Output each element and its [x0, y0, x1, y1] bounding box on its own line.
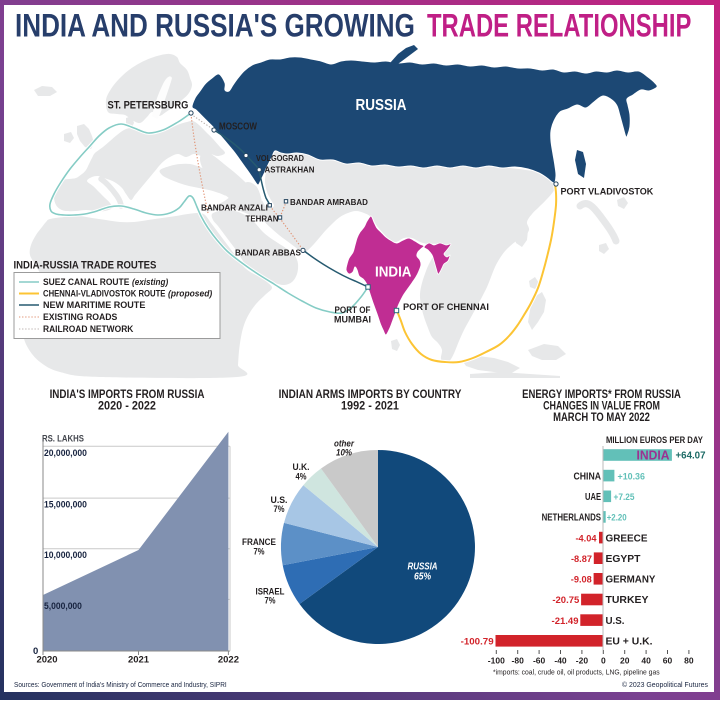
svg-text:(existing): (existing) [132, 277, 168, 287]
svg-text:BANDAR ABBAS: BANDAR ABBAS [235, 247, 301, 257]
svg-text:SUEZ CANAL ROUTE: SUEZ CANAL ROUTE [43, 277, 130, 287]
svg-text:U.S.: U.S. [606, 616, 625, 627]
svg-text:ASTRAKHAN: ASTRAKHAN [265, 165, 315, 174]
svg-text:BANDAR ANZALI: BANDAR ANZALI [201, 202, 268, 212]
svg-text:-20.75: -20.75 [552, 595, 580, 606]
svg-text:15,000,000: 15,000,000 [44, 499, 87, 509]
svg-text:© 2023 Geopolitical Futures: © 2023 Geopolitical Futures [622, 680, 708, 689]
svg-text:other: other [334, 438, 354, 449]
svg-text:U.S.: U.S. [271, 495, 288, 505]
svg-text:GERMANY: GERMANY [606, 574, 656, 585]
svg-text:60: 60 [663, 656, 673, 666]
svg-text:2020: 2020 [36, 655, 57, 666]
svg-text:FRANCE: FRANCE [242, 536, 276, 547]
svg-text:+7.25: +7.25 [614, 491, 635, 502]
svg-text:7%: 7% [265, 595, 276, 606]
svg-text:ST. PETERSBURG: ST. PETERSBURG [108, 100, 189, 112]
svg-text:4%: 4% [296, 471, 307, 482]
svg-text:GREECE: GREECE [606, 533, 648, 544]
svg-text:RUSSIA: RUSSIA [407, 561, 437, 572]
svg-text:INDIA: INDIA [375, 264, 411, 281]
svg-text:RS. LAKHS: RS. LAKHS [42, 433, 84, 444]
svg-text:0: 0 [33, 646, 38, 657]
svg-text:2022: 2022 [218, 655, 239, 666]
svg-text:MUMBAI: MUMBAI [334, 314, 371, 324]
svg-text:80: 80 [684, 656, 694, 666]
svg-text:INDIA AND RUSSIA'S GROWING: INDIA AND RUSSIA'S GROWING [15, 9, 415, 44]
svg-text:NEW MARITIME ROUTE: NEW MARITIME ROUTE [43, 300, 145, 310]
svg-text:20,000,000: 20,000,000 [44, 448, 87, 458]
svg-text:PORT OF: PORT OF [335, 304, 371, 315]
svg-text:-8.87: -8.87 [571, 554, 592, 564]
svg-text:2021: 2021 [128, 655, 150, 666]
svg-text:10,000,000: 10,000,000 [44, 550, 87, 560]
svg-text:20: 20 [620, 656, 630, 666]
svg-text:INDIAN ARMS IMPORTS BY COUNTRY: INDIAN ARMS IMPORTS BY COUNTRY [279, 388, 462, 401]
svg-text:-80: -80 [512, 656, 525, 666]
svg-text:-20: -20 [576, 656, 589, 666]
svg-text:INDIA'S IMPORTS FROM RUSSIA: INDIA'S IMPORTS FROM RUSSIA [50, 388, 205, 401]
svg-text:TRADE RELATIONSHIP: TRADE RELATIONSHIP [427, 7, 691, 43]
svg-text:INDIA-RUSSIA TRADE ROUTES: INDIA-RUSSIA TRADE ROUTES [14, 260, 157, 272]
svg-text:65%: 65% [414, 571, 431, 582]
svg-text:MARCH TO MAY 2022: MARCH TO MAY 2022 [553, 411, 650, 424]
svg-text:NETHERLANDS: NETHERLANDS [542, 512, 601, 523]
svg-text:EU + U.K.: EU + U.K. [606, 637, 653, 648]
svg-text:ENERGY IMPORTS* FROM RUSSIA: ENERGY IMPORTS* FROM RUSSIA [522, 388, 681, 401]
svg-text:EXISTING ROADS: EXISTING ROADS [43, 312, 117, 322]
svg-text:1992 - 2021: 1992 - 2021 [341, 400, 400, 413]
svg-text:Sources: Government of India's: Sources: Government of India's Ministry … [14, 682, 227, 689]
svg-text:CHENNAI-VLADIVOSTOK ROUTE: CHENNAI-VLADIVOSTOK ROUTE [43, 289, 166, 299]
svg-text:40: 40 [641, 656, 651, 666]
svg-text:U.K.: U.K. [293, 462, 310, 473]
svg-text:CHINA: CHINA [574, 471, 602, 482]
svg-text:MOSCOW: MOSCOW [219, 121, 257, 132]
svg-text:0: 0 [601, 656, 606, 666]
svg-text:VOLGOGRAD: VOLGOGRAD [256, 153, 304, 163]
svg-text:BANDAR AMRABAD: BANDAR AMRABAD [290, 198, 368, 207]
svg-text:+2.20: +2.20 [607, 512, 627, 523]
svg-text:(proposed): (proposed) [168, 288, 212, 298]
svg-text:-40: -40 [554, 656, 567, 666]
svg-text:+64.07: +64.07 [676, 451, 707, 462]
svg-text:MILLION EUROS PER DAY: MILLION EUROS PER DAY [606, 434, 703, 445]
svg-text:-60: -60 [533, 656, 546, 666]
svg-text:-4.04: -4.04 [575, 533, 597, 543]
svg-text:TEHRAN: TEHRAN [246, 214, 279, 223]
svg-text:INDIA: INDIA [637, 448, 670, 462]
svg-text:ISRAEL: ISRAEL [256, 586, 286, 597]
svg-text:PORT VLADIVOSTOK: PORT VLADIVOSTOK [561, 186, 654, 196]
svg-text:RUSSIA: RUSSIA [356, 97, 407, 114]
svg-text:RAILROAD NETWORK: RAILROAD NETWORK [43, 324, 134, 334]
svg-text:-9.08: -9.08 [571, 574, 592, 584]
svg-text:7%: 7% [274, 503, 285, 514]
svg-text:EGYPT: EGYPT [606, 554, 642, 565]
svg-text:2020 - 2022: 2020 - 2022 [98, 400, 156, 413]
svg-text:7%: 7% [254, 546, 265, 557]
svg-text:+10.36: +10.36 [618, 471, 645, 481]
svg-text:-21.49: -21.49 [552, 616, 579, 627]
svg-text:TURKEY: TURKEY [606, 595, 649, 606]
svg-text:CHANGES IN VALUE FROM: CHANGES IN VALUE FROM [543, 399, 660, 413]
svg-text:-100.79: -100.79 [461, 637, 494, 648]
svg-text:5,000,000: 5,000,000 [44, 601, 82, 612]
svg-text:PORT OF CHENNAI: PORT OF CHENNAI [403, 302, 489, 312]
svg-text:10%: 10% [336, 447, 352, 458]
svg-text:-100: -100 [488, 656, 505, 666]
svg-text:UAE: UAE [585, 491, 601, 502]
svg-text:*imports: coal, crude oil, oil: *imports: coal, crude oil, oil products,… [493, 668, 660, 676]
